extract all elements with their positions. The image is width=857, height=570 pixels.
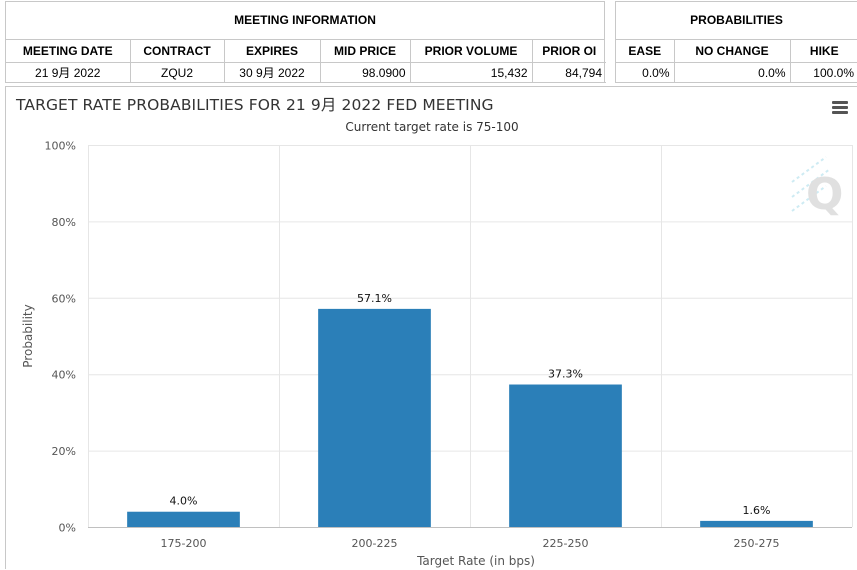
- chart-menu-icon[interactable]: [832, 101, 848, 115]
- header-mid-price: MID PRICE: [319, 40, 411, 63]
- y-tick-label: 0%: [59, 522, 76, 535]
- contract-value: ZQU2: [129, 62, 225, 83]
- data-label: 4.0%: [170, 495, 198, 508]
- bar[interactable]: [318, 308, 431, 527]
- header-expires: EXPIRES: [223, 40, 321, 63]
- header-meeting-date: MEETING DATE: [6, 40, 131, 63]
- x-tick-label: 200-225: [352, 537, 398, 550]
- bar[interactable]: [127, 511, 240, 527]
- probabilities-table: EASE NO CHANGE HIKE 0.0% 0.0% 100.0%: [616, 40, 857, 83]
- chart-title: TARGET RATE PROBABILITIES FOR 21 9月 2022…: [16, 96, 494, 114]
- meeting-information-title: MEETING INFORMATION: [6, 2, 604, 40]
- bar[interactable]: [700, 520, 813, 527]
- header-prior-oi: PRIOR OI: [531, 40, 606, 63]
- y-tick-label: 80%: [52, 216, 76, 229]
- header-no-change: NO CHANGE: [673, 40, 791, 63]
- data-label: 1.6%: [743, 504, 771, 517]
- mid-price-value: 98.0900: [319, 62, 411, 83]
- y-tick-label: 20%: [52, 445, 76, 458]
- data-label: 37.3%: [548, 368, 583, 381]
- y-tick-label: 40%: [52, 369, 76, 382]
- watermark-logo: Q: [791, 156, 843, 220]
- bar-chart: Q 0% 20% 40% 60% 80% 100% 4.0% 175-200 57.1% 200-…: [21, 140, 853, 568]
- meeting-information-panel: MEETING INFORMATION MEETING DATE CONTRAC…: [5, 1, 606, 83]
- table-row: 0.0% 0.0% 100.0%: [616, 62, 857, 83]
- table-row: 21 9月 2022 ZQU2 30 9月 2022 98.0900 15,43…: [6, 62, 606, 83]
- bar[interactable]: [509, 384, 622, 527]
- x-tick-label: 225-250: [543, 537, 589, 550]
- prior-volume-value: 15,432: [409, 62, 533, 83]
- x-axis-title: Target Rate (in bps): [416, 554, 535, 568]
- header-contract: CONTRACT: [129, 40, 225, 63]
- prior-oi-value: 84,794: [531, 62, 606, 83]
- no-change-value: 0.0%: [673, 62, 791, 83]
- probabilities-panel: PROBABILITIES EASE NO CHANGE HIKE 0.0% 0…: [615, 1, 857, 83]
- expires-value: 30 9月 2022: [223, 62, 321, 83]
- header-ease: EASE: [616, 40, 675, 63]
- watermark-letter: Q: [806, 169, 843, 220]
- header-hike: HIKE: [789, 40, 857, 63]
- x-tick-label: 250-275: [734, 537, 780, 550]
- y-tick-label: 100%: [45, 140, 76, 153]
- hike-value: 100.0%: [789, 62, 857, 83]
- ease-value: 0.0%: [616, 62, 675, 83]
- x-tick-label: 175-200: [161, 537, 207, 550]
- y-tick-label: 60%: [52, 292, 76, 305]
- header-prior-volume: PRIOR VOLUME: [409, 40, 533, 63]
- data-label: 57.1%: [357, 292, 392, 305]
- meeting-information-table: MEETING DATE CONTRACT EXPIRES MID PRICE …: [6, 40, 606, 83]
- chart-panel: Q 0% 20% 40% 60% 80% 100% 4.0% 175-200 57.1% 200-…: [5, 86, 857, 569]
- meeting-date-value: 21 9月 2022: [6, 62, 131, 83]
- chart-subtitle: Current target rate is 75-100: [345, 120, 519, 134]
- probabilities-title: PROBABILITIES: [616, 2, 857, 40]
- y-axis-title: Probability: [21, 304, 35, 367]
